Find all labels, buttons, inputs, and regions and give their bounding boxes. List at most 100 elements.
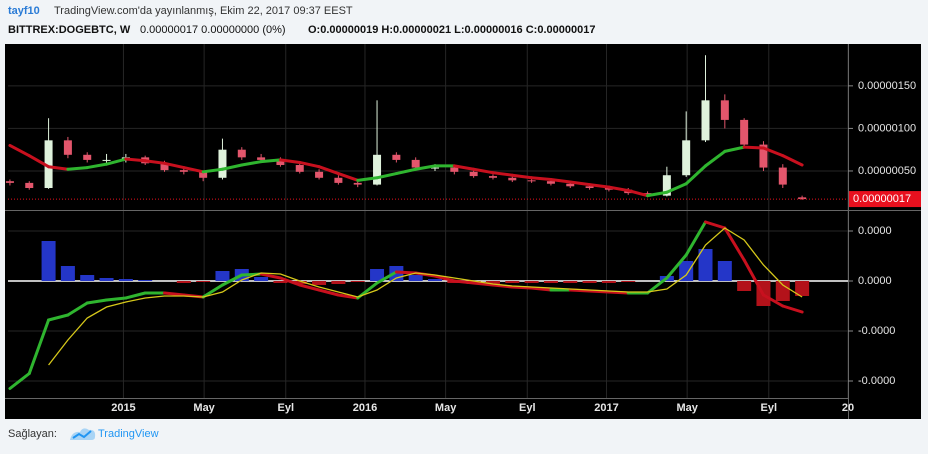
last-price-box bbox=[849, 191, 921, 208]
line-segment bbox=[665, 253, 688, 280]
candle-body bbox=[276, 159, 285, 166]
y-tick-label: 0.0000 bbox=[858, 275, 892, 287]
candle-body bbox=[469, 171, 478, 177]
histogram-bar bbox=[428, 279, 443, 281]
histogram-bar bbox=[292, 281, 307, 284]
histogram-bar bbox=[176, 281, 191, 283]
line-segment bbox=[510, 285, 534, 290]
candle-body bbox=[334, 177, 343, 183]
candle-body bbox=[199, 171, 208, 178]
logo-line bbox=[72, 430, 92, 439]
line-segment bbox=[8, 372, 31, 390]
line-segment bbox=[143, 159, 167, 165]
signal-line bbox=[48, 227, 803, 366]
histogram-bar bbox=[717, 261, 732, 281]
histogram-bar bbox=[795, 281, 810, 296]
candle-body bbox=[682, 140, 691, 176]
line-segment bbox=[85, 298, 109, 305]
line-segment bbox=[47, 313, 70, 322]
x-tick-label: Eyl bbox=[277, 402, 294, 414]
candle-body bbox=[353, 182, 362, 185]
histogram-bar bbox=[621, 281, 636, 282]
line-segment bbox=[105, 296, 128, 302]
line-segment bbox=[684, 220, 708, 257]
candle-body bbox=[720, 100, 729, 120]
histogram-bar bbox=[99, 278, 114, 281]
candle-body bbox=[701, 100, 710, 141]
line-segment bbox=[414, 164, 437, 171]
candle-body bbox=[179, 170, 188, 172]
line-segment bbox=[723, 226, 746, 262]
line-segment bbox=[665, 182, 688, 194]
line-segment bbox=[201, 167, 224, 174]
line-segment bbox=[336, 293, 360, 300]
histogram-bar bbox=[370, 269, 385, 281]
plot bbox=[5, 44, 849, 398]
user[interactable]: tayf10 bbox=[8, 5, 40, 17]
symbol: BITTREX:DOGEBTC, W bbox=[8, 24, 131, 36]
line-segment bbox=[278, 276, 302, 287]
line-segment bbox=[163, 291, 186, 297]
line-segment bbox=[607, 185, 630, 193]
brand[interactable]: TradingView bbox=[98, 428, 159, 440]
line-segment bbox=[472, 167, 495, 175]
footer-label: Sağlayan: bbox=[8, 428, 57, 440]
y-tick-label: 0.00000050 bbox=[858, 165, 916, 177]
candle-body bbox=[5, 181, 14, 183]
candle-body bbox=[798, 197, 807, 200]
line-segment bbox=[568, 180, 592, 187]
line-segment bbox=[47, 165, 70, 171]
line-segment bbox=[298, 283, 321, 292]
line-segment bbox=[588, 289, 611, 294]
y-tick-label: 0.00000100 bbox=[858, 122, 916, 134]
candle-body bbox=[527, 180, 536, 182]
line-segment bbox=[646, 190, 669, 198]
line-segment bbox=[742, 258, 765, 297]
line-segment bbox=[452, 164, 476, 171]
histogram-bar bbox=[698, 249, 713, 281]
line-segment bbox=[530, 176, 553, 181]
line-segment bbox=[66, 166, 89, 171]
candle-body bbox=[411, 159, 420, 168]
line-segment bbox=[549, 177, 572, 184]
line-segment bbox=[259, 158, 282, 164]
x-tick-label: 2017 bbox=[594, 402, 618, 414]
line-segment bbox=[317, 288, 340, 297]
x-tick-label: May bbox=[676, 402, 698, 414]
histogram-bar bbox=[408, 275, 423, 281]
candle-body bbox=[778, 167, 787, 185]
candle-body bbox=[295, 165, 304, 172]
line-segment bbox=[781, 304, 804, 314]
logo[interactable] bbox=[70, 428, 96, 440]
line-segment bbox=[375, 172, 398, 180]
line-segment bbox=[704, 220, 727, 230]
histogram-bar bbox=[601, 281, 616, 283]
candle-body bbox=[102, 159, 111, 161]
line-segment bbox=[491, 171, 514, 177]
candle-body bbox=[546, 181, 555, 184]
y-tick-label: 0.00000150 bbox=[858, 80, 916, 92]
line-segment bbox=[781, 154, 804, 167]
candle-body bbox=[508, 177, 517, 181]
line-segment bbox=[472, 281, 495, 287]
y-tick-label: -0.0000 bbox=[858, 375, 895, 387]
line-segment bbox=[761, 293, 785, 308]
candle-body bbox=[315, 171, 324, 178]
line-segment bbox=[182, 166, 205, 174]
line-segment bbox=[704, 149, 727, 168]
x-tick-label: May bbox=[435, 402, 457, 414]
histogram-bar bbox=[60, 266, 75, 281]
histogram-bar bbox=[80, 275, 95, 281]
line-segment bbox=[259, 272, 282, 280]
line-segment bbox=[336, 172, 360, 182]
line-segment bbox=[510, 173, 534, 180]
line-segment bbox=[568, 288, 592, 293]
histogram-bar bbox=[273, 281, 288, 283]
histogram-bar bbox=[543, 281, 558, 283]
histogram-bar bbox=[118, 279, 133, 281]
line-segment bbox=[66, 301, 89, 317]
histogram-bar bbox=[737, 281, 752, 291]
candle-body bbox=[662, 175, 671, 196]
y-tick-label: 0.0000 bbox=[858, 225, 892, 237]
